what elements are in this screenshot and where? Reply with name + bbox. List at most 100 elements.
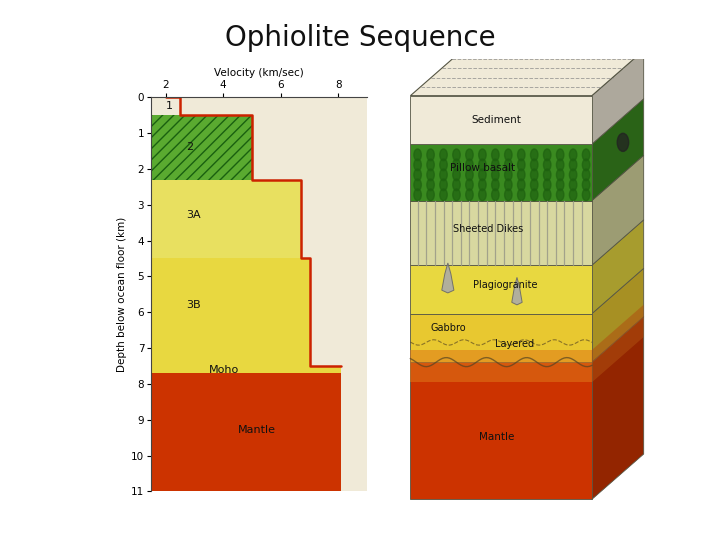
Circle shape xyxy=(557,159,564,171)
Circle shape xyxy=(492,169,499,181)
Polygon shape xyxy=(410,201,592,265)
Polygon shape xyxy=(151,180,301,259)
Text: Ophiolite Sequence: Ophiolite Sequence xyxy=(225,24,495,52)
Circle shape xyxy=(531,159,538,171)
Circle shape xyxy=(544,169,551,181)
Circle shape xyxy=(466,189,473,201)
Circle shape xyxy=(557,179,564,191)
Circle shape xyxy=(570,189,577,201)
Circle shape xyxy=(557,189,564,201)
Text: Gabbro: Gabbro xyxy=(430,323,466,333)
Circle shape xyxy=(414,179,421,191)
Polygon shape xyxy=(151,115,252,180)
Circle shape xyxy=(557,149,564,161)
Circle shape xyxy=(492,179,499,191)
Polygon shape xyxy=(151,373,341,491)
Polygon shape xyxy=(592,99,644,201)
Circle shape xyxy=(518,179,525,191)
Polygon shape xyxy=(410,350,592,382)
Text: Sheeted Dikes: Sheeted Dikes xyxy=(453,224,523,234)
Text: Mantle: Mantle xyxy=(238,426,276,435)
Circle shape xyxy=(453,149,460,161)
Circle shape xyxy=(544,189,551,201)
Circle shape xyxy=(505,189,512,201)
Circle shape xyxy=(453,179,460,191)
Circle shape xyxy=(453,159,460,171)
Polygon shape xyxy=(442,263,454,293)
Circle shape xyxy=(427,159,434,171)
Y-axis label: Depth below ocean floor (km): Depth below ocean floor (km) xyxy=(117,217,127,372)
Polygon shape xyxy=(512,278,522,305)
Circle shape xyxy=(479,159,486,171)
Circle shape xyxy=(570,149,577,161)
Circle shape xyxy=(466,179,473,191)
Polygon shape xyxy=(151,97,180,115)
Circle shape xyxy=(531,179,538,191)
Circle shape xyxy=(505,169,512,181)
Circle shape xyxy=(544,179,551,191)
Circle shape xyxy=(453,189,460,201)
Circle shape xyxy=(582,179,590,191)
Circle shape xyxy=(557,169,564,181)
Circle shape xyxy=(582,149,590,161)
Circle shape xyxy=(544,159,551,171)
Polygon shape xyxy=(410,144,592,201)
Text: Mantle: Mantle xyxy=(479,432,515,442)
Circle shape xyxy=(570,169,577,181)
Circle shape xyxy=(440,159,447,171)
Circle shape xyxy=(518,189,525,201)
Circle shape xyxy=(414,149,421,161)
Circle shape xyxy=(492,149,499,161)
Circle shape xyxy=(414,189,421,201)
Circle shape xyxy=(518,169,525,181)
Circle shape xyxy=(544,149,551,161)
Circle shape xyxy=(427,149,434,161)
Circle shape xyxy=(479,169,486,181)
Circle shape xyxy=(518,159,525,171)
Text: 3B: 3B xyxy=(186,300,200,310)
Polygon shape xyxy=(410,314,592,362)
Polygon shape xyxy=(592,305,644,382)
Circle shape xyxy=(531,169,538,181)
X-axis label: Velocity (km/sec): Velocity (km/sec) xyxy=(215,68,304,78)
Text: 2: 2 xyxy=(186,143,193,152)
Polygon shape xyxy=(592,220,644,314)
Polygon shape xyxy=(151,366,341,373)
Circle shape xyxy=(505,159,512,171)
Circle shape xyxy=(453,169,460,181)
Circle shape xyxy=(531,149,538,161)
Circle shape xyxy=(427,189,434,201)
Circle shape xyxy=(518,149,525,161)
Circle shape xyxy=(414,159,421,171)
Circle shape xyxy=(582,169,590,181)
Circle shape xyxy=(466,169,473,181)
Circle shape xyxy=(479,189,486,201)
Text: Pillow basalt: Pillow basalt xyxy=(450,164,515,173)
Circle shape xyxy=(466,159,473,171)
Circle shape xyxy=(492,159,499,171)
Polygon shape xyxy=(592,317,644,500)
Circle shape xyxy=(466,149,473,161)
Polygon shape xyxy=(592,156,644,265)
Circle shape xyxy=(505,149,512,161)
Circle shape xyxy=(582,159,590,171)
Polygon shape xyxy=(592,50,644,144)
Circle shape xyxy=(492,189,499,201)
Text: Plagiogranite: Plagiogranite xyxy=(473,280,538,291)
Text: Sediment: Sediment xyxy=(472,115,522,125)
Circle shape xyxy=(414,169,421,181)
Circle shape xyxy=(570,179,577,191)
Circle shape xyxy=(505,179,512,191)
Polygon shape xyxy=(410,362,592,500)
Circle shape xyxy=(582,189,590,201)
Circle shape xyxy=(427,179,434,191)
Circle shape xyxy=(531,189,538,201)
Text: 1: 1 xyxy=(166,101,173,111)
Polygon shape xyxy=(410,96,592,144)
Circle shape xyxy=(570,159,577,171)
Text: Layered: Layered xyxy=(495,339,534,349)
Circle shape xyxy=(479,149,486,161)
Circle shape xyxy=(440,189,447,201)
Polygon shape xyxy=(151,259,310,366)
Circle shape xyxy=(617,133,629,151)
